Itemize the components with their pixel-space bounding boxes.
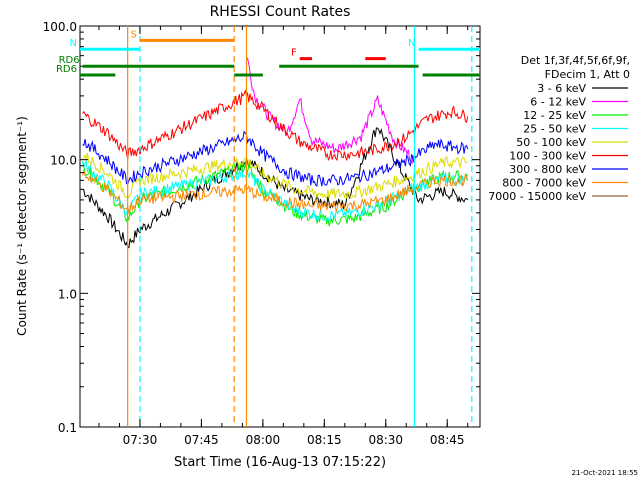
legend-label-2: 12 - 25 keV [523,109,586,122]
flag-label-5: RD6 [56,64,77,75]
legend: Det 1f,3f,4f,5f,6f,9f, FDecim 1, Att 0 3… [488,54,630,203]
x-axis-label: Start Time (16-Aug-13 07:15:22) [174,455,386,470]
x-tick-label: 08:30 [368,433,403,447]
flag-label-3: RD6 [59,55,80,66]
y-tick-label: 10.0 [50,154,77,168]
flag-label-1: N [70,38,77,49]
legend-label-0: 3 - 6 keV [537,82,586,95]
plot-area: 0.1 1.0 10.0 100.0 07:30 07:45 08:00 08:15 08:30… [43,20,480,447]
x-tick-label: 07:45 [184,433,219,447]
y-axis-label: Count Rate (s⁻¹ detector segment⁻¹) [15,116,29,336]
legend-label-3: 25 - 50 keV [523,123,586,136]
legend-label-8: 7000 - 15000 keV [488,190,586,203]
chart-title: RHESSI Count Rates [210,4,351,20]
x-tick-label: 08:45 [430,433,465,447]
legend-label-6: 300 - 800 keV [509,163,586,176]
series-line-4 [82,152,468,200]
legend-label-7: 800 - 7000 keV [502,177,586,190]
series-line-7 [82,168,469,215]
series-line-5 [82,88,469,162]
flag-label-2: N [408,38,415,49]
date-stamp: 21-Oct-2021 18:55 [572,469,638,477]
series-line-0 [82,127,469,249]
y-tick-label: 100.0 [43,20,77,34]
flag-label-0: S [131,29,137,40]
plot-frame [79,25,481,428]
legend-header-line-1: Det 1f,3f,4f,5f,6f,9f, [521,54,630,67]
y-tick-label: 0.1 [58,421,77,435]
legend-label-1: 6 - 12 keV [530,96,586,109]
y-tick-label: 1.0 [58,287,77,301]
series-line-6 [82,130,469,187]
x-tick-label: 08:00 [246,433,281,447]
x-tick-label: 07:30 [123,433,158,447]
legend-header-line-2: FDecim 1, Att 0 [545,68,630,81]
flag-label-8: F [291,48,297,59]
x-tick-label: 08:15 [307,433,342,447]
legend-label-4: 50 - 100 keV [516,136,586,149]
legend-label-5: 100 - 300 keV [509,150,586,163]
